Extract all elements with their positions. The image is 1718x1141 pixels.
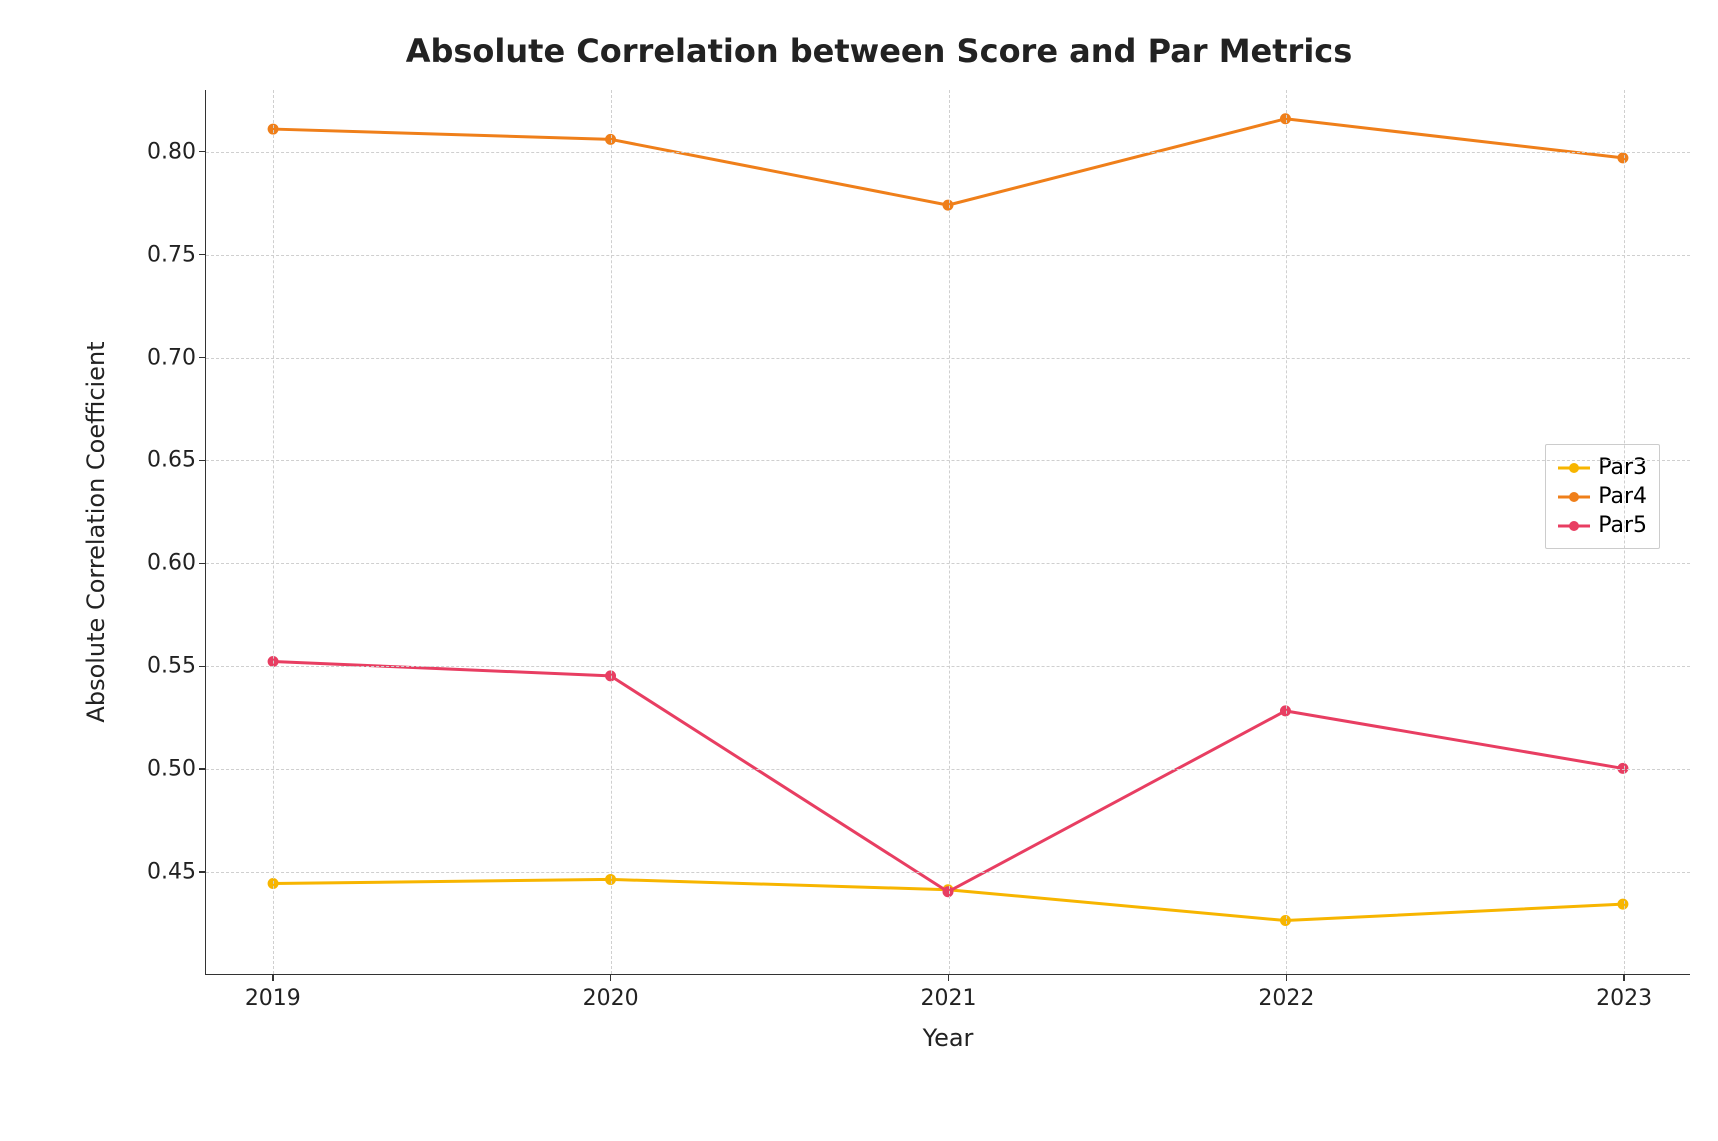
series-marker-par3 <box>1618 899 1628 909</box>
y-tick-label: 0.75 <box>147 242 206 267</box>
chart-title: Absolute Correlation between Score and P… <box>20 32 1718 70</box>
grid-line-vertical <box>1624 90 1625 974</box>
y-tick-label: 0.45 <box>147 860 206 885</box>
x-tick-mark <box>948 974 950 981</box>
y-tick-label: 0.65 <box>147 448 206 473</box>
y-tick-mark <box>199 151 206 153</box>
y-tick-label: 0.70 <box>147 345 206 370</box>
x-tick-mark <box>1286 974 1288 981</box>
legend-label: Par5 <box>1598 513 1647 538</box>
plot-area: Absolute Correlation Coefficient Year Pa… <box>205 90 1690 975</box>
correlation-line-chart: Absolute Correlation between Score and P… <box>20 20 1718 1121</box>
y-tick-label: 0.60 <box>147 551 206 576</box>
grid-line-vertical <box>273 90 274 974</box>
y-tick-mark <box>199 460 206 462</box>
y-tick-label: 0.80 <box>147 139 206 164</box>
x-tick-mark <box>610 974 612 981</box>
series-marker-par4 <box>1618 153 1628 163</box>
y-tick-label: 0.50 <box>147 757 206 782</box>
grid-line-vertical <box>1286 90 1287 974</box>
y-axis-label: Absolute Correlation Coefficient <box>82 341 110 722</box>
x-tick-mark <box>272 974 274 981</box>
y-tick-mark <box>199 563 206 565</box>
y-tick-mark <box>199 871 206 873</box>
y-tick-mark <box>199 768 206 770</box>
y-tick-label: 0.55 <box>147 654 206 679</box>
y-tick-mark <box>199 357 206 359</box>
grid-line-vertical <box>949 90 950 974</box>
legend-label: Par3 <box>1598 455 1647 480</box>
legend-label: Par4 <box>1598 484 1647 509</box>
grid-line-vertical <box>611 90 612 974</box>
y-tick-mark <box>199 666 206 668</box>
legend-item-par3: Par3 <box>1558 453 1647 482</box>
x-tick-mark <box>1623 974 1625 981</box>
legend-item-par4: Par4 <box>1558 482 1647 511</box>
legend-item-par5: Par5 <box>1558 511 1647 540</box>
y-tick-mark <box>199 254 206 256</box>
